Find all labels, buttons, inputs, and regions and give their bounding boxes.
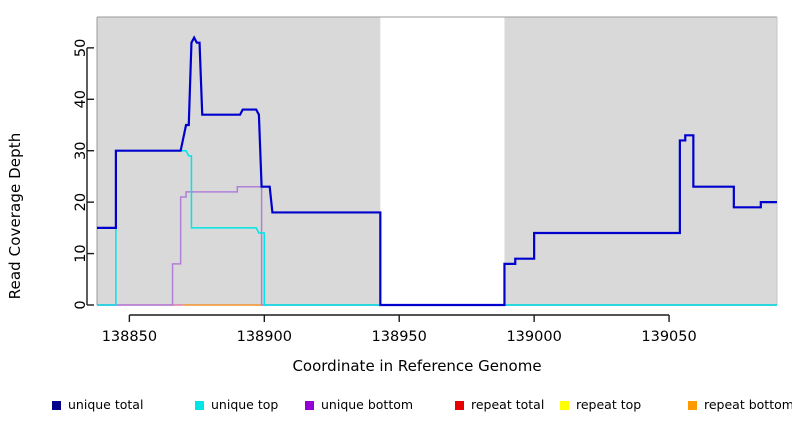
legend-label: repeat bottom [704, 397, 792, 412]
legend-item-unique-top: unique top [195, 398, 278, 412]
x-tick-label: 139000 [506, 329, 561, 345]
legend-label: unique total [68, 397, 144, 412]
series-unique-total [97, 35, 777, 307]
legend-swatch-icon [305, 400, 314, 410]
legend-swatch-icon [455, 400, 464, 410]
legend-label: unique bottom [321, 397, 414, 412]
legend-item-repeat-bottom: repeat bottom [688, 398, 792, 412]
x-axis-title-text: Coordinate in Reference Genome [292, 357, 542, 375]
legend-swatch-icon [688, 400, 697, 410]
legend-item-unique-bottom: unique bottom [305, 398, 413, 412]
x-tick-label: 138950 [372, 329, 427, 345]
x-axis-title: Coordinate in Reference Genome [0, 357, 792, 375]
legend-item-repeat-top: repeat top [560, 398, 641, 412]
legend-swatch-icon [560, 400, 569, 410]
legend-swatch-icon [52, 400, 61, 410]
y-tick-label: 30 [73, 141, 89, 159]
y-tick-label: 0 [73, 300, 89, 309]
legend-label: repeat total [471, 397, 545, 412]
x-tick-label: 138900 [237, 329, 292, 345]
x-tick-label: 139050 [641, 329, 696, 345]
legend-item-repeat-total: repeat total [455, 398, 544, 412]
series-unique-bottom [97, 185, 777, 306]
y-tick-label: 50 [73, 39, 89, 57]
legend-label: unique top [211, 397, 279, 412]
legend-label: repeat top [576, 397, 642, 412]
chart-legend: unique total unique top unique bottom repea… [0, 398, 792, 416]
legend-swatch-icon [195, 400, 204, 410]
y-tick-label: 40 [73, 90, 89, 108]
legend-item-unique-total: unique total [52, 398, 143, 412]
y-tick-label: 10 [73, 244, 89, 262]
x-tick-label: 138850 [102, 329, 157, 345]
y-tick-label: 20 [73, 193, 89, 211]
gap-region [380, 17, 505, 305]
